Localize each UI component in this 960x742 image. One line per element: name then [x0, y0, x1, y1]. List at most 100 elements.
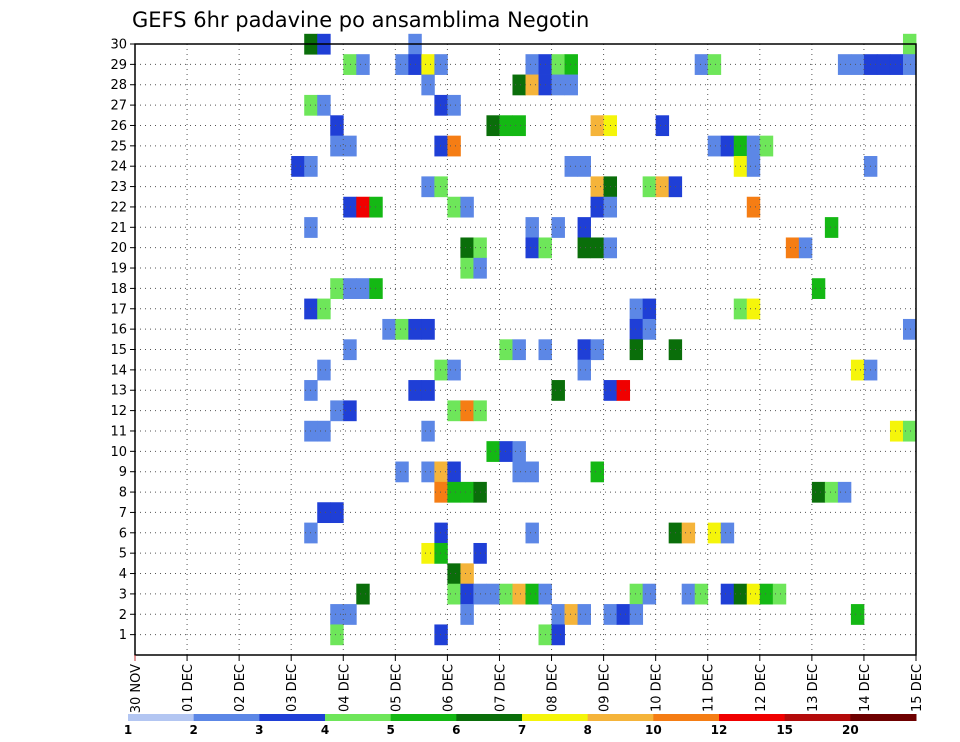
heatmap-cell	[590, 339, 604, 361]
x-tick-label: 15 DEC	[910, 664, 925, 712]
colorbar-swatch	[128, 714, 195, 721]
heatmap-cell	[343, 400, 357, 422]
colorbar-swatch	[325, 714, 392, 721]
heatmap-cell	[447, 135, 461, 157]
heatmap-cell	[616, 604, 631, 625]
heatmap-cell	[577, 217, 591, 238]
heatmap-cell	[421, 461, 435, 483]
heatmap-cell	[460, 237, 474, 259]
heatmap-cell	[330, 604, 344, 625]
x-tick-label: 04 DEC	[337, 664, 352, 712]
colorbar-swatch	[719, 714, 786, 721]
heatmap-cell	[525, 583, 539, 605]
colorbar-swatch	[653, 714, 720, 721]
heatmap-cell	[525, 522, 539, 544]
heatmap-cells	[291, 33, 917, 646]
heatmap-cell	[746, 583, 761, 605]
x-tick-label: 13 DEC	[806, 664, 821, 712]
colorbar-label: 15	[776, 723, 793, 737]
heatmap-cell	[785, 237, 800, 259]
heatmap-cell	[447, 461, 461, 483]
heatmap-cell	[499, 441, 513, 462]
heatmap-cell	[551, 604, 565, 625]
heatmap-cell	[460, 481, 474, 503]
x-tick-label: 10 DEC	[650, 664, 665, 712]
heatmap-cell	[525, 217, 539, 238]
y-tick-label: 2	[119, 608, 127, 623]
y-tick-label: 4	[119, 567, 127, 582]
heatmap-cell	[551, 74, 565, 96]
heatmap-cell	[512, 74, 526, 96]
heatmap-cell	[564, 604, 578, 625]
y-axis-ticks: 1234567891011121314151617181920212223242…	[110, 38, 135, 643]
heatmap-cell	[434, 522, 448, 544]
heatmap-cell	[447, 359, 461, 381]
colorbar-swatch	[784, 714, 851, 721]
colorbar-swatch	[193, 714, 260, 721]
heatmap-cell	[369, 196, 383, 218]
y-tick-label: 9	[119, 465, 127, 480]
colorbar-label: 1	[124, 723, 132, 737]
heatmap-cell	[707, 54, 722, 75]
heatmap-cell	[681, 522, 696, 544]
heatmap-cell	[460, 400, 474, 422]
heatmap-cell	[902, 318, 917, 340]
heatmap-cell	[525, 74, 539, 96]
colorbar-swatch	[259, 714, 326, 721]
heatmap-cell	[629, 604, 644, 625]
heatmap-cell	[499, 115, 513, 137]
heatmap-cell	[590, 176, 604, 198]
heatmap-cell	[707, 522, 722, 544]
x-tick-label: 01 DEC	[181, 664, 196, 712]
heatmap-cell	[317, 502, 331, 524]
heatmap-cell	[434, 359, 448, 381]
heatmap-cell	[720, 135, 735, 157]
heatmap-cell	[850, 604, 865, 625]
heatmap-cell	[460, 196, 474, 218]
heatmap-cell	[811, 481, 826, 503]
heatmap-cell	[746, 196, 761, 218]
y-tick-label: 3	[119, 587, 127, 602]
heatmap-cell	[395, 54, 409, 75]
heatmap-cell	[681, 583, 696, 605]
heatmap-cell	[447, 400, 461, 422]
heatmap-cell	[499, 339, 513, 361]
y-tick-label: 13	[110, 384, 127, 399]
heatmap-cell	[824, 481, 839, 503]
heatmap-cell	[590, 196, 604, 218]
colorbar-label: 5	[386, 723, 394, 737]
heatmap-cell	[447, 196, 461, 218]
heatmap-cell	[629, 583, 644, 605]
heatmap-cell	[629, 318, 644, 340]
heatmap-cell	[317, 298, 331, 320]
y-tick-label: 24	[110, 160, 127, 175]
y-tick-label: 22	[110, 200, 127, 215]
heatmap-cell	[330, 278, 344, 299]
heatmap-cell	[447, 583, 461, 605]
heatmap-cell	[837, 54, 852, 75]
heatmap-cell	[434, 135, 448, 157]
heatmap-cell	[460, 604, 474, 625]
chart-title: GEFS 6hr padavine po ansamblima Negotin	[132, 8, 589, 32]
y-tick-label: 11	[110, 424, 127, 439]
heatmap-cell	[421, 176, 435, 198]
heatmap-cell	[850, 359, 865, 381]
heatmap-cell	[720, 583, 735, 605]
x-tick-label: 12 DEC	[754, 664, 769, 712]
y-tick-label: 14	[110, 363, 127, 378]
heatmap-cell	[772, 583, 787, 605]
colorbar-label: 12	[711, 723, 728, 737]
heatmap-cell	[564, 156, 578, 177]
colorbar-swatch	[390, 714, 457, 721]
heatmap-cell	[577, 339, 591, 361]
heatmap-cell	[577, 156, 591, 177]
heatmap-cell	[343, 196, 357, 218]
heatmap-cell	[746, 156, 761, 177]
y-tick-label: 1	[119, 628, 127, 643]
heatmap-cell	[616, 380, 631, 401]
y-tick-label: 30	[110, 38, 127, 53]
y-tick-label: 12	[110, 404, 127, 419]
y-tick-label: 27	[110, 99, 127, 114]
heatmap-cell	[291, 156, 305, 177]
